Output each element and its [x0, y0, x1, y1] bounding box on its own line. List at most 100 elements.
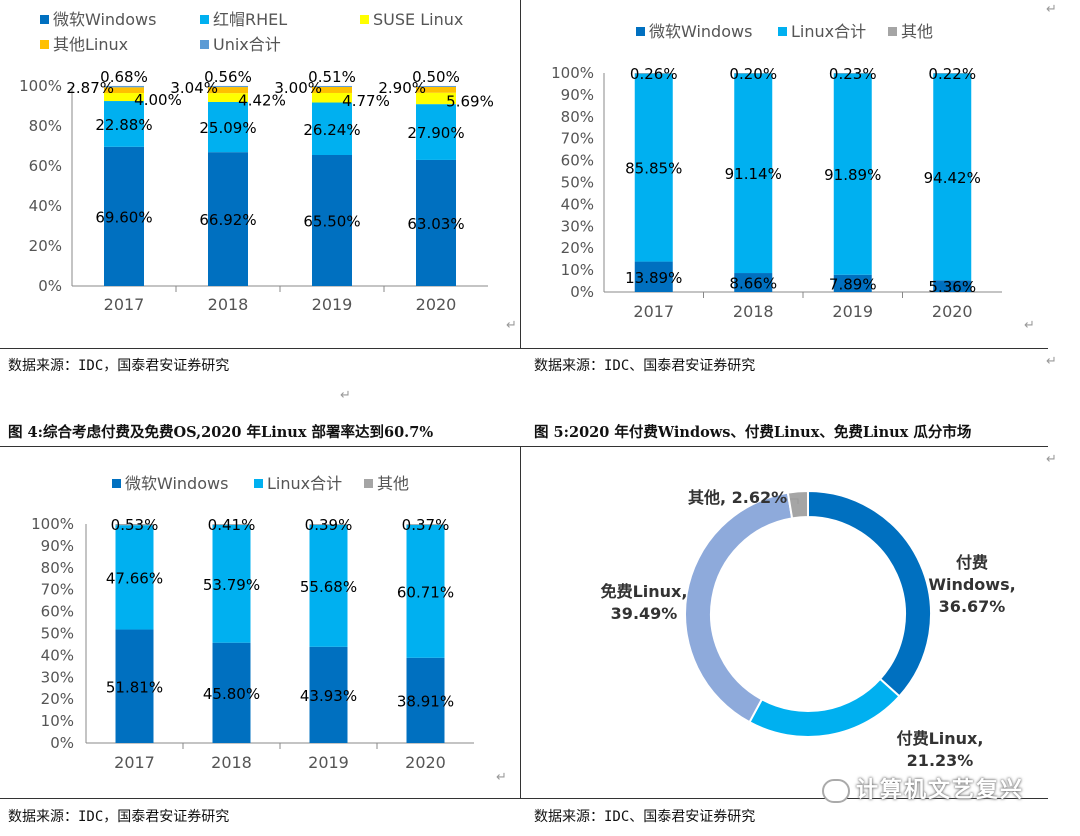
bar-segment-2 [833, 72, 872, 74]
bar-segment-0 [309, 646, 348, 743]
bar-segment-2 [312, 92, 352, 103]
legend-label: 其他 [377, 474, 409, 493]
data-label: 26.24% [303, 121, 360, 139]
y-tick-label: 60% [29, 157, 62, 175]
data-label: 0.22% [928, 65, 976, 83]
data-label: 5.69% [446, 92, 494, 110]
data-label: 91.14% [725, 165, 782, 183]
y-tick-label: 60% [561, 152, 594, 170]
x-category-label: 2019 [832, 302, 873, 321]
y-tick-label: 60% [41, 603, 74, 621]
donut-slice [748, 677, 901, 738]
bar-segment-1 [416, 104, 456, 160]
y-tick-label: 70% [41, 581, 74, 599]
y-tick-label: 100% [551, 64, 594, 82]
paragraph-mark-icon: ↵ [496, 770, 507, 785]
y-tick-label: 40% [29, 197, 62, 215]
y-tick-label: 30% [561, 217, 594, 235]
bar-segment-1 [634, 73, 673, 262]
data-label: 51.81% [106, 678, 163, 696]
bar-segment-2 [115, 524, 154, 526]
data-label: 0.50% [412, 68, 460, 86]
bar-segment-2 [309, 524, 348, 525]
data-label: 55.68% [300, 578, 357, 596]
x-category-label: 2018 [208, 295, 249, 314]
bar-segment-1 [933, 73, 972, 281]
data-label: 3.04% [170, 79, 218, 97]
bar-segment-4 [104, 85, 144, 88]
y-tick-label: 0% [570, 283, 594, 301]
legend-swatch [200, 15, 209, 24]
data-label: 0.41% [208, 516, 256, 534]
x-category-label: 2020 [405, 753, 446, 772]
leader-line [790, 498, 799, 504]
y-tick-label: 30% [41, 668, 74, 686]
donut-label: 21.23% [907, 751, 974, 770]
bar-segment-3 [208, 87, 248, 94]
source-bottom-right: 数据来源：IDC、国泰君安证券研究 [534, 809, 756, 825]
data-label: 22.88% [95, 116, 152, 134]
y-tick-label: 20% [29, 237, 62, 255]
legend-swatch [364, 479, 373, 488]
paragraph-mark-icon: ↵ [340, 388, 351, 403]
data-label: 47.66% [106, 569, 163, 587]
data-label: 0.53% [111, 516, 159, 534]
donut-label: Windows, [928, 575, 1015, 594]
data-label: 8.66% [729, 275, 777, 293]
bar-segment-1 [115, 525, 154, 630]
bar-segment-0 [734, 273, 773, 292]
legend-swatch [40, 15, 49, 24]
x-category-label: 2019 [312, 295, 353, 314]
bar-segment-0 [104, 146, 144, 286]
x-category-label: 2017 [104, 295, 145, 314]
data-label: 27.90% [407, 124, 464, 142]
bar-segment-0 [933, 280, 972, 292]
donut-label: 免费Linux, [601, 582, 688, 601]
chart-paid-os-share: 0% 10% 20% 30% 40% 50% 60% 70% 80% 90% 100% 2017 201… [522, 0, 1048, 346]
legend-swatch [40, 40, 49, 49]
y-tick-label: 70% [561, 130, 594, 148]
y-tick-label: 20% [561, 239, 594, 257]
y-tick-label: 100% [31, 515, 74, 533]
y-tick-label: 10% [41, 712, 74, 730]
bar-segment-0 [312, 155, 352, 286]
x-category-label: 2018 [733, 302, 774, 321]
y-tick-label: 0% [38, 277, 62, 295]
data-label: 3.00% [274, 79, 322, 97]
legend-swatch [112, 479, 121, 488]
bar-segment-1 [212, 524, 251, 643]
bar-segment-0 [416, 159, 456, 286]
data-label: 0.23% [829, 65, 877, 83]
data-label: 63.03% [407, 215, 464, 233]
data-label: 60.71% [397, 583, 454, 601]
legend-label: 其他 [901, 22, 933, 41]
y-tick-label: 80% [41, 559, 74, 577]
donut-slice [807, 489, 932, 698]
data-label: 4.00% [134, 91, 182, 109]
divider-vertical-bottom [520, 446, 521, 798]
x-category-label: 2017 [633, 302, 674, 321]
donut-label: 付费 [956, 553, 988, 572]
legend-swatch [254, 479, 263, 488]
legend-label: Linux合计 [267, 474, 342, 493]
bar-segment-0 [212, 642, 251, 743]
bar-segment-4 [416, 85, 456, 87]
x-category-label: 2020 [932, 302, 973, 321]
caption-figure-5: 图 5:2020 年付费Windows、付费Linux、免费Linux 瓜分市场 [534, 424, 972, 441]
chart-market-split-2020: 付费 Windows, 36.67% 付费Linux, 21.23% 免费Linux, 39… [522, 448, 1048, 796]
bar-segment-2 [406, 524, 445, 525]
legend-label: 微软Windows [649, 22, 752, 41]
y-tick-label: 80% [29, 117, 62, 135]
bar-segment-1 [208, 101, 248, 153]
watermark: 计算机文艺复兴 [822, 772, 1024, 804]
y-tick-label: 20% [41, 690, 74, 708]
divider-caption-bottom [0, 446, 1048, 447]
chart-server-os-share: 0% 20% 40% 60% 80% 100% 2017 2018 2019 2020 69.60%… [0, 0, 520, 346]
bar-segment-3 [104, 87, 144, 94]
bar-segment-3 [312, 86, 352, 93]
legend-swatch [360, 15, 369, 24]
y-tick-label: 40% [561, 195, 594, 213]
chart-combined-os-share: 0% 10% 20% 30% 40% 50% 60% 70% 80% 90% 100% 2017 201… [0, 448, 520, 796]
watermark-text: 计算机文艺复兴 [856, 778, 1025, 803]
y-tick-label: 100% [19, 77, 62, 95]
